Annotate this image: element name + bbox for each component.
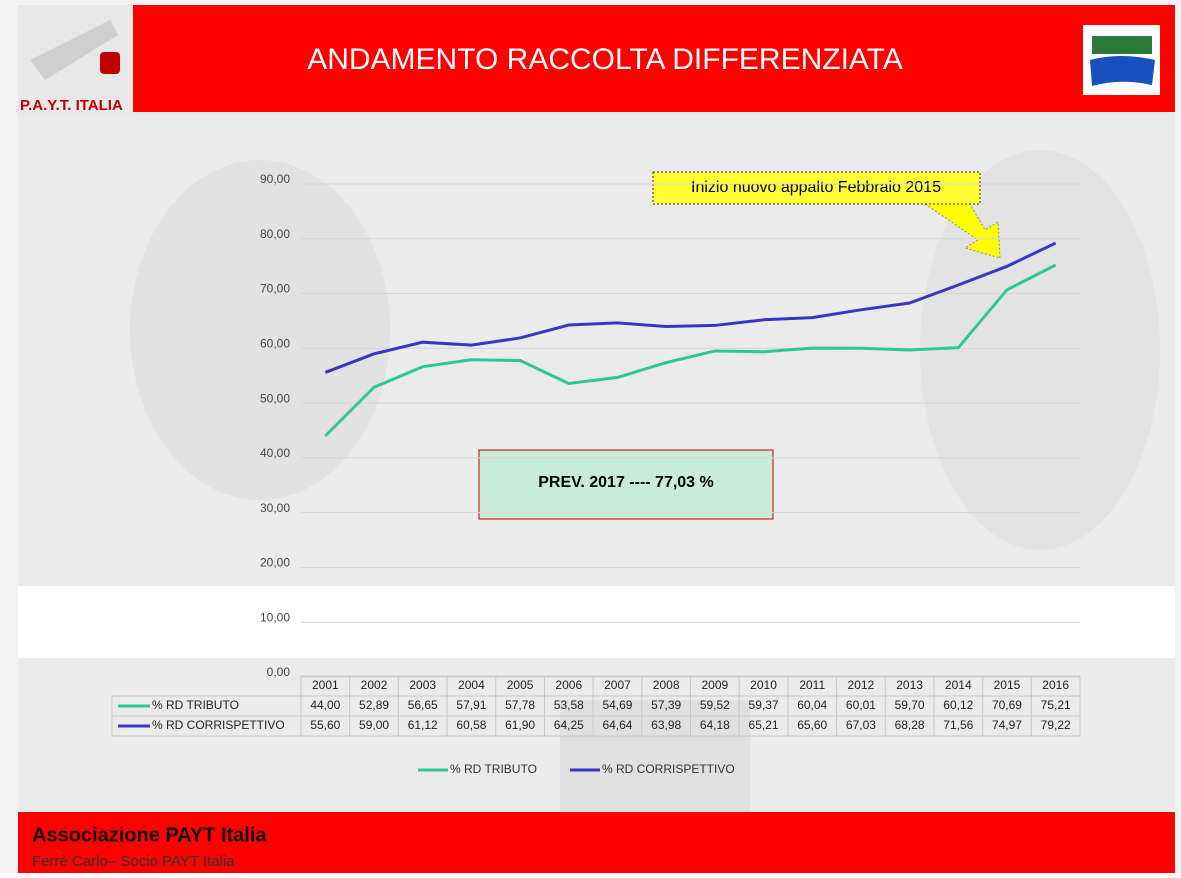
footer-title: Associazione PAYT Italia xyxy=(32,824,267,846)
x-tick-label: 2003 xyxy=(409,678,436,692)
y-tick-label: 10,00 xyxy=(260,610,290,624)
table-cell: 63,98 xyxy=(651,718,681,732)
x-tick-label: 2004 xyxy=(458,678,485,692)
table-cell: 57,39 xyxy=(651,698,681,712)
y-tick-label: 20,00 xyxy=(260,556,290,570)
y-tick-label: 0,00 xyxy=(267,665,291,679)
x-tick-label: 2005 xyxy=(507,678,534,692)
table-cell: 59,70 xyxy=(895,698,925,712)
x-tick-label: 2002 xyxy=(361,678,388,692)
table-cell: 65,60 xyxy=(797,718,827,732)
table-cell: 56,65 xyxy=(408,698,438,712)
slide: P.A.Y.T. ITALIA ANDAMENTO RACCOLTA DIFFE… xyxy=(0,0,1181,873)
x-tick-label: 2013 xyxy=(896,678,923,692)
table-cell: 67,03 xyxy=(846,718,876,732)
footer-subtitle: Ferrè Carlo– Socio PAYT Italia xyxy=(32,853,235,870)
y-tick-label: 90,00 xyxy=(260,172,290,186)
annotation: Inizio nuovo appalto Febbraio 2015 xyxy=(691,179,941,196)
annotation: PREV. 2017 ---- 77,03 % xyxy=(538,474,714,491)
y-tick-label: 50,00 xyxy=(260,391,290,405)
table-cell: 64,25 xyxy=(554,718,584,732)
table-cell: 60,12 xyxy=(943,698,973,712)
table-row-label: % RD TRIBUTO xyxy=(152,698,239,712)
table-cell: 61,12 xyxy=(408,718,438,732)
x-tick-label: 2009 xyxy=(701,678,728,692)
y-tick-label: 60,00 xyxy=(260,337,290,351)
table-cell: 57,91 xyxy=(456,698,486,712)
table-cell: 60,58 xyxy=(456,718,486,732)
header-title: ANDAMENTO RACCOLTA DIFFERENZIATA xyxy=(307,43,903,76)
y-tick-label: 40,00 xyxy=(260,446,290,460)
table-cell: 60,01 xyxy=(846,698,876,712)
x-tick-label: 2014 xyxy=(945,678,972,692)
table-cell: 68,28 xyxy=(895,718,925,732)
x-tick-label: 2001 xyxy=(312,678,339,692)
x-tick-label: 2016 xyxy=(1042,678,1069,692)
table-cell: 55,60 xyxy=(310,718,340,732)
table-cell: 71,56 xyxy=(943,718,973,732)
logo-bag xyxy=(100,52,120,74)
legend-label: % RD TRIBUTO xyxy=(450,762,537,776)
x-tick-label: 2010 xyxy=(750,678,777,692)
y-tick-label: 30,00 xyxy=(260,501,290,515)
table-cell: 79,22 xyxy=(1041,718,1071,732)
bg-shape xyxy=(560,700,750,812)
logo-shape xyxy=(1092,36,1152,54)
table-cell: 74,97 xyxy=(992,718,1022,732)
table-cell: 59,37 xyxy=(749,698,779,712)
logo-shape xyxy=(1090,56,1155,86)
table-cell: 59,00 xyxy=(359,718,389,732)
x-tick-label: 2006 xyxy=(555,678,582,692)
table-cell: 60,04 xyxy=(797,698,827,712)
page: P.A.Y.T. ITALIA ANDAMENTO RACCOLTA DIFFE… xyxy=(0,0,1181,878)
table-cell: 57,78 xyxy=(505,698,535,712)
y-tick-label: 70,00 xyxy=(260,282,290,296)
table-row-label: % RD CORRISPETTIVO xyxy=(152,718,285,732)
y-tick-label: 80,00 xyxy=(260,227,290,241)
x-tick-label: 2011 xyxy=(799,678,825,692)
legend-label: % RD CORRISPETTIVO xyxy=(602,762,735,776)
table-cell: 54,69 xyxy=(602,698,632,712)
table-cell: 53,58 xyxy=(554,698,584,712)
table-cell: 44,00 xyxy=(310,698,340,712)
table-cell: 52,89 xyxy=(359,698,389,712)
table-cell: 61,90 xyxy=(505,718,535,732)
x-tick-label: 2012 xyxy=(848,678,875,692)
x-tick-label: 2008 xyxy=(653,678,680,692)
table-cell: 64,18 xyxy=(700,718,730,732)
table-cell: 59,52 xyxy=(700,698,730,712)
table-cell: 65,21 xyxy=(749,718,779,732)
logo-text: P.A.Y.T. ITALIA xyxy=(20,97,123,114)
table-cell: 64,64 xyxy=(602,718,632,732)
x-tick-label: 2007 xyxy=(604,678,631,692)
table-cell: 70,69 xyxy=(992,698,1022,712)
table-cell: 75,21 xyxy=(1041,698,1071,712)
x-tick-label: 2015 xyxy=(994,678,1021,692)
